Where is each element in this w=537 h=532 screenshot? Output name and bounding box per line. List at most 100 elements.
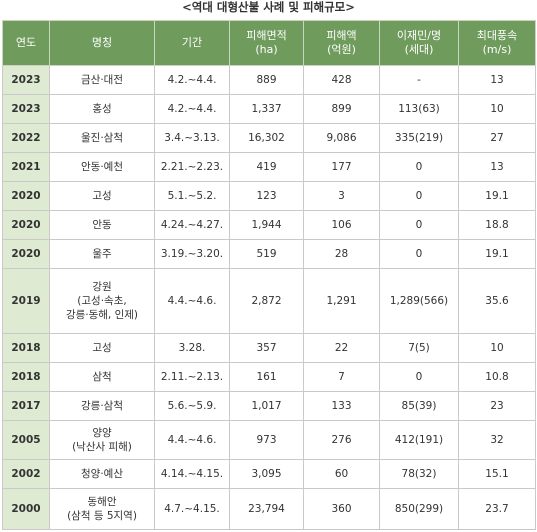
cell-name: 삼척 (49, 362, 155, 392)
cell-damage: 276 (303, 420, 380, 460)
cell-year: 2000 (2, 488, 50, 530)
cell-damage: 7 (303, 362, 380, 392)
cell-damage: 28 (303, 239, 380, 269)
cell-displaced: 7(5) (379, 333, 459, 363)
cell-displaced: 0 (379, 152, 459, 182)
table-row: 2018 삼척 2.11.~2.13. 161 7 0 10.8 (2, 362, 536, 392)
cell-damage: 360 (303, 488, 380, 530)
cell-displaced: - (379, 65, 459, 95)
cell-name: 울진·삼척 (49, 123, 155, 153)
cell-damage: 9,086 (303, 123, 380, 153)
cell-wind: 10.8 (458, 362, 536, 392)
cell-area: 2,872 (229, 268, 304, 334)
cell-period: 4.2.~4.4. (154, 94, 230, 124)
cell-name: 강릉·삼척 (49, 391, 155, 421)
cell-displaced: 113(63) (379, 94, 459, 124)
cell-year: 2023 (2, 94, 50, 124)
table-row: 2022 울진·삼척 3.4.~3.13. 16,302 9,086 335(219) 27 (2, 123, 536, 153)
cell-year: 2018 (2, 362, 50, 392)
cell-year: 2020 (2, 239, 50, 269)
header-area: 피해면적 (ha) (229, 20, 304, 66)
cell-name: 금산·대전 (49, 65, 155, 95)
header-name: 명칭 (49, 20, 155, 66)
cell-damage: 1,291 (303, 268, 380, 334)
cell-area: 16,302 (229, 123, 304, 153)
cell-area: 973 (229, 420, 304, 460)
cell-displaced: 78(32) (379, 459, 459, 489)
table-title: <역대 대형산불 사례 및 피해규모> (182, 0, 355, 14)
cell-year: 2023 (2, 65, 50, 95)
cell-wind: 15.1 (458, 459, 536, 489)
cell-displaced: 412(191) (379, 420, 459, 460)
table-row: 2000 동해안 (삼척 등 5지역) 4.7.~4.15. 23,794 360 850… (2, 488, 536, 530)
cell-damage: 428 (303, 65, 380, 95)
cell-wind: 23.7 (458, 488, 536, 530)
cell-damage: 899 (303, 94, 380, 124)
table-row: 2020 울주 3.19.~3.20. 519 28 0 19.1 (2, 239, 536, 269)
cell-area: 161 (229, 362, 304, 392)
cell-period: 4.4.~4.6. (154, 268, 230, 334)
cell-name: 홍성 (49, 94, 155, 124)
table-row: 2021 안동·예천 2.21.~2.23. 419 177 0 13 (2, 152, 536, 182)
cell-damage: 106 (303, 210, 380, 240)
cell-year: 2005 (2, 420, 50, 460)
cell-displaced: 0 (379, 181, 459, 211)
cell-name: 양양 (낙산사 피해) (49, 420, 155, 460)
cell-area: 889 (229, 65, 304, 95)
cell-name: 안동 (49, 210, 155, 240)
cell-period: 3.4.~3.13. (154, 123, 230, 153)
cell-year: 2020 (2, 210, 50, 240)
cell-year: 2002 (2, 459, 50, 489)
table-row: 2018 고성 3.28. 357 22 7(5) 10 (2, 333, 536, 363)
cell-area: 419 (229, 152, 304, 182)
table-row: 2023 금산·대전 4.2.~4.4. 889 428-13 (2, 65, 536, 95)
cell-area: 1,337 (229, 94, 304, 124)
cell-period: 5.6.~5.9. (154, 391, 230, 421)
cell-wind: 13 (458, 152, 536, 182)
cell-damage: 60 (303, 459, 380, 489)
cell-name: 청양·예산 (49, 459, 155, 489)
cell-wind: 23 (458, 391, 536, 421)
cell-displaced: 0 (379, 239, 459, 269)
cell-year: 2017 (2, 391, 50, 421)
table-row: 2005 양양 (낙산사 피해) 4.4.~4.6. 973 276 412(191) 32 (2, 420, 536, 460)
cell-wind: 32 (458, 420, 536, 460)
cell-damage: 22 (303, 333, 380, 363)
cell-wind: 19.1 (458, 181, 536, 211)
cell-period: 4.14.~4.15. (154, 459, 230, 489)
wildfire-table: 연도 명칭 기간 피해면적 (ha) 피해액 (억원) 이재민/명 (세대) 최… (2, 20, 536, 530)
cell-wind: 10 (458, 333, 536, 363)
cell-period: 2.21.~2.23. (154, 152, 230, 182)
table-row: 2023 홍성 4.2.~4.4. 1,337 899 113(63) 10 (2, 94, 536, 124)
cell-year: 2021 (2, 152, 50, 182)
cell-period: 4.4.~4.6. (154, 420, 230, 460)
cell-area: 519 (229, 239, 304, 269)
header-row: 연도 명칭 기간 피해면적 (ha) 피해액 (억원) 이재민/명 (세대) 최… (2, 20, 536, 66)
cell-period: 4.2.~4.4. (154, 65, 230, 95)
cell-wind: 10 (458, 94, 536, 124)
cell-displaced: 1,289(566) (379, 268, 459, 334)
cell-name: 고성 (49, 333, 155, 363)
header-period: 기간 (154, 20, 230, 66)
cell-damage: 133 (303, 391, 380, 421)
table-row: 2020 고성 5.1.~5.2. 123 3 0 19.1 (2, 181, 536, 211)
cell-year: 2022 (2, 123, 50, 153)
cell-period: 3.28. (154, 333, 230, 363)
header-year: 연도 (2, 20, 50, 66)
cell-year: 2018 (2, 333, 50, 363)
cell-damage: 3 (303, 181, 380, 211)
cell-period: 4.7.~4.15. (154, 488, 230, 530)
header-wind: 최대풍속 (m/s) (458, 20, 536, 66)
cell-wind: 18.8 (458, 210, 536, 240)
cell-year: 2020 (2, 181, 50, 211)
cell-name: 강원 (고성·속초, 강릉·동해, 인제) (49, 268, 155, 334)
cell-period: 3.19.~3.20. (154, 239, 230, 269)
cell-name: 고성 (49, 181, 155, 211)
cell-displaced: 335(219) (379, 123, 459, 153)
table-row: 2002 청양·예산 4.14.~4.15. 3,095 60 78(32) 15.1 (2, 459, 536, 489)
cell-period: 5.1.~5.2. (154, 181, 230, 211)
table-row: 2020 안동 4.24.~4.27. 1,944 106 0 18.8 (2, 210, 536, 240)
cell-wind: 19.1 (458, 239, 536, 269)
table-row: 2017 강릉·삼척 5.6.~5.9. 1,017 133 85(39) 23 (2, 391, 536, 421)
cell-area: 1,017 (229, 391, 304, 421)
